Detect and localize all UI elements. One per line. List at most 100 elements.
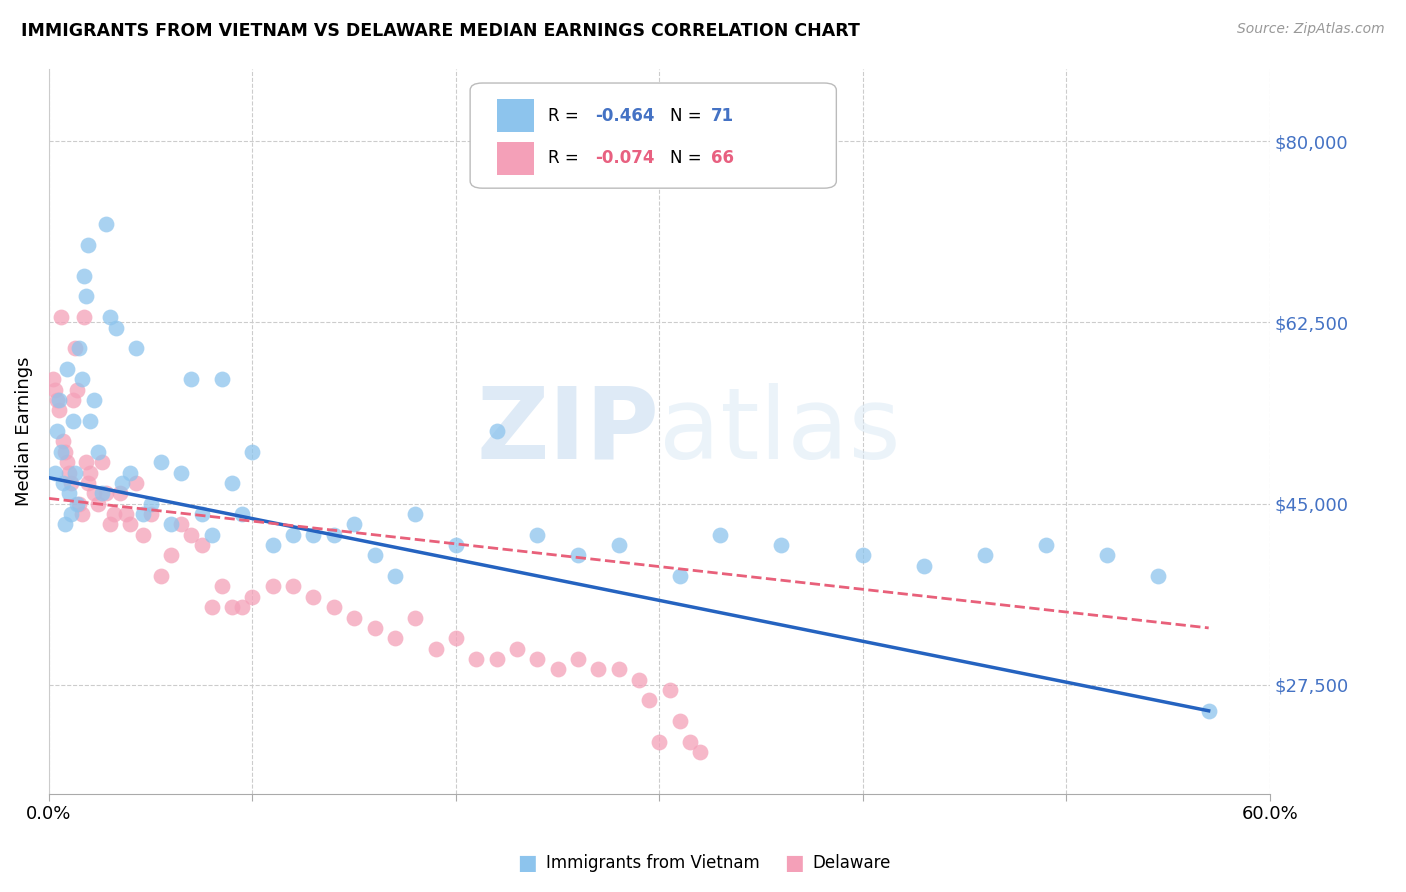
Point	[607, 538, 630, 552]
Point	[485, 424, 508, 438]
Point	[343, 610, 366, 624]
Point	[60, 475, 83, 490]
Text: R =: R =	[548, 149, 585, 168]
Point	[709, 527, 731, 541]
Point	[180, 527, 202, 541]
Point	[689, 745, 711, 759]
Point	[363, 621, 385, 635]
Point	[115, 507, 138, 521]
Point	[262, 538, 284, 552]
Point	[48, 403, 70, 417]
Point	[384, 632, 406, 646]
Point	[76, 475, 98, 490]
Point	[66, 383, 89, 397]
Point	[1146, 569, 1168, 583]
Point	[160, 549, 183, 563]
Point	[201, 527, 224, 541]
Point	[56, 455, 79, 469]
Point	[363, 549, 385, 563]
Point	[211, 579, 233, 593]
Point	[281, 579, 304, 593]
Point	[547, 662, 569, 676]
Point	[567, 549, 589, 563]
Point	[658, 683, 681, 698]
Point	[60, 507, 83, 521]
Text: 71: 71	[710, 107, 734, 125]
Point	[90, 486, 112, 500]
Text: N =: N =	[671, 107, 707, 125]
Point	[404, 507, 426, 521]
Point	[105, 320, 128, 334]
Point	[211, 372, 233, 386]
Text: 66: 66	[710, 149, 734, 168]
Point	[770, 538, 793, 552]
Point	[242, 590, 264, 604]
Point	[201, 600, 224, 615]
Point	[465, 652, 488, 666]
Text: atlas: atlas	[659, 383, 901, 480]
Point	[87, 497, 110, 511]
Point	[231, 507, 253, 521]
Point	[149, 569, 172, 583]
Point	[1198, 704, 1220, 718]
Point	[94, 217, 117, 231]
Point	[588, 662, 610, 676]
Point	[87, 445, 110, 459]
Point	[281, 527, 304, 541]
Text: ■: ■	[517, 854, 537, 873]
Point	[231, 600, 253, 615]
Point	[52, 434, 75, 449]
Y-axis label: Median Earnings: Median Earnings	[15, 356, 32, 506]
Text: R =: R =	[548, 107, 585, 125]
Point	[322, 527, 344, 541]
Text: -0.074: -0.074	[595, 149, 654, 168]
Point	[139, 497, 162, 511]
Point	[567, 652, 589, 666]
Point	[70, 507, 93, 521]
Point	[44, 383, 66, 397]
Point	[627, 673, 650, 687]
Point	[72, 310, 94, 325]
Point	[98, 310, 121, 325]
Point	[69, 341, 91, 355]
Text: ■: ■	[785, 854, 804, 873]
Point	[53, 445, 76, 459]
Point	[526, 527, 548, 541]
Point	[108, 486, 131, 500]
Point	[668, 569, 690, 583]
Point	[120, 517, 142, 532]
Point	[46, 392, 69, 407]
Point	[221, 600, 243, 615]
Point	[75, 455, 97, 469]
Point	[180, 372, 202, 386]
Point	[384, 569, 406, 583]
Point	[69, 497, 91, 511]
Point	[679, 735, 702, 749]
Text: Delaware: Delaware	[813, 855, 891, 872]
Point	[111, 475, 134, 490]
Point	[131, 527, 153, 541]
Text: N =: N =	[671, 149, 707, 168]
Point	[65, 466, 87, 480]
Point	[190, 538, 212, 552]
Text: -0.464: -0.464	[595, 107, 654, 125]
Point	[485, 652, 508, 666]
Point	[48, 392, 70, 407]
Point	[72, 268, 94, 283]
Point	[912, 558, 935, 573]
Point	[62, 392, 84, 407]
Point	[83, 392, 105, 407]
Point	[76, 237, 98, 252]
Point	[648, 735, 671, 749]
Point	[125, 475, 148, 490]
Point	[44, 466, 66, 480]
Point	[322, 600, 344, 615]
Point	[79, 466, 101, 480]
Point	[139, 507, 162, 521]
Text: Source: ZipAtlas.com: Source: ZipAtlas.com	[1237, 22, 1385, 37]
Point	[668, 714, 690, 728]
Point	[262, 579, 284, 593]
Point	[62, 414, 84, 428]
Point	[53, 517, 76, 532]
Point	[52, 475, 75, 490]
